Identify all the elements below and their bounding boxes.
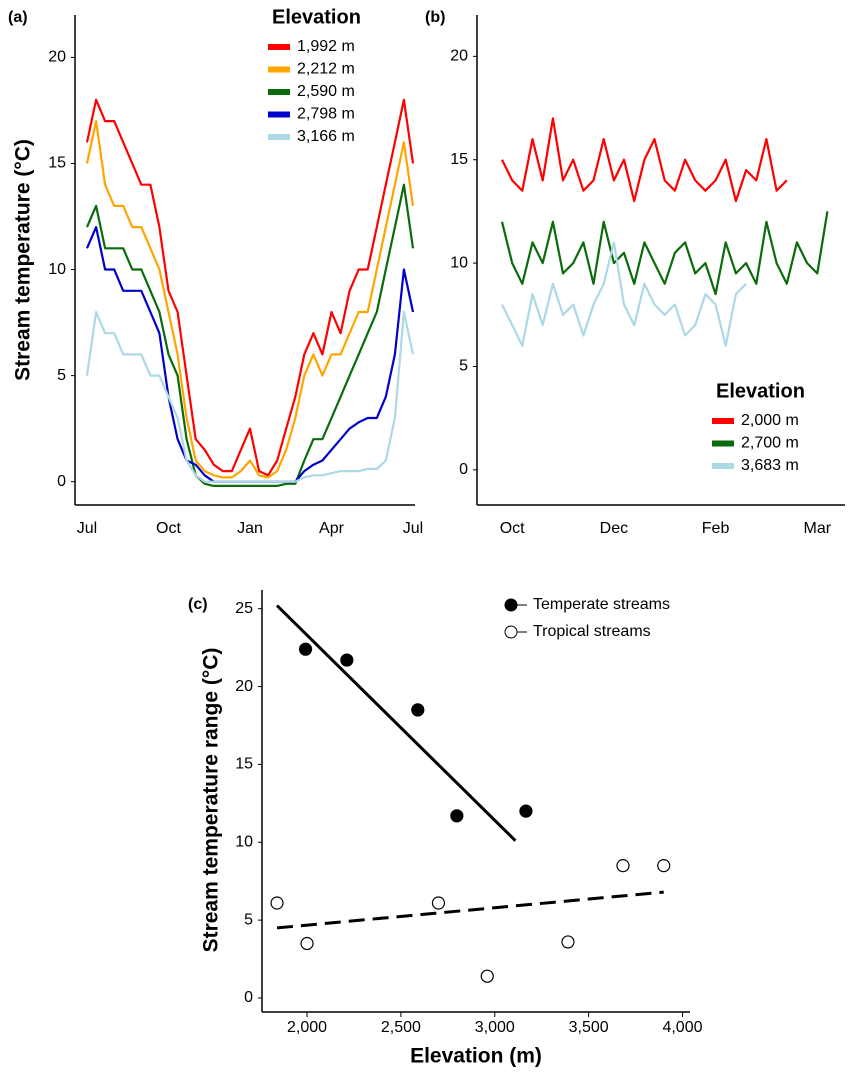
- series-line: [501, 241, 747, 347]
- y-tick-label: 25: [235, 600, 253, 617]
- y-tick-label: 10: [235, 833, 253, 850]
- y-tick-label: 15: [450, 151, 468, 168]
- x-tick-label: 2,500: [381, 1019, 421, 1036]
- x-tick-label: 3,000: [475, 1019, 515, 1036]
- fit-line: [275, 604, 517, 842]
- series-line: [85, 310, 415, 483]
- series-line: [500, 211, 829, 296]
- scatter-point: [270, 896, 284, 910]
- panel-label: (c): [188, 596, 208, 613]
- legend-label: 2,590 m: [297, 83, 355, 100]
- scatter-point: [519, 804, 533, 818]
- legend-title: Elevation: [272, 6, 361, 28]
- y-tick-label: 15: [48, 155, 66, 172]
- legend-label: 2,212 m: [297, 61, 355, 78]
- x-tick-label: Oct: [500, 520, 525, 537]
- y-tick-label: 20: [48, 49, 66, 66]
- legend-label: 2,798 m: [297, 106, 355, 123]
- series-line: [85, 120, 415, 479]
- y-tick-label: 0: [244, 989, 253, 1006]
- x-tick-label: 4,000: [662, 1019, 702, 1036]
- scatter-point: [480, 969, 494, 983]
- x-tick-label: Jan: [237, 520, 263, 537]
- legend-marker: [504, 598, 518, 612]
- legend-label: 2,700 m: [741, 435, 799, 452]
- x-tick-label: Feb: [702, 520, 730, 537]
- y-tick-label: 10: [450, 254, 468, 271]
- legend-label: 3,166 m: [297, 128, 355, 145]
- panel-label: (b): [425, 9, 445, 26]
- scatter-point: [298, 642, 313, 656]
- x-tick-label: Mar: [803, 520, 831, 537]
- y-tick-label: 5: [57, 367, 66, 384]
- y-tick-label: 15: [235, 756, 253, 773]
- x-tick-label: Jul: [403, 520, 423, 537]
- legend-label: 2,000 m: [741, 412, 799, 429]
- y-tick-label: 5: [244, 911, 253, 928]
- legend-marker: [504, 625, 518, 639]
- scatter-point: [616, 859, 630, 873]
- panel-label: (a): [8, 9, 28, 26]
- legend-label: Temperate streams: [533, 596, 670, 613]
- x-tick-label: Dec: [600, 520, 628, 537]
- x-axis-title: Elevation (m): [410, 1045, 542, 1068]
- scatter-point: [450, 809, 464, 823]
- scatter-point: [561, 935, 575, 949]
- scatter-point: [340, 653, 354, 667]
- series-line: [501, 117, 788, 203]
- fit-line: [276, 890, 664, 930]
- scatter-point: [657, 859, 671, 873]
- x-tick-label: Apr: [319, 520, 345, 537]
- scatter-point: [411, 703, 425, 717]
- legend-label: 3,683 m: [741, 457, 799, 474]
- y-tick-label: 20: [235, 678, 253, 695]
- series-line: [85, 98, 415, 477]
- x-tick-label: Oct: [156, 520, 181, 537]
- y-tick-label: 10: [48, 261, 66, 278]
- x-tick-label: 2,000: [287, 1019, 327, 1036]
- legend-label: 1,992 m: [297, 38, 355, 55]
- legend-title: Elevation: [716, 380, 805, 402]
- y-tick-label: 20: [450, 48, 468, 65]
- y-axis-title: Stream temperature (°C): [12, 139, 35, 381]
- x-tick-label: Jul: [77, 520, 97, 537]
- y-tick-label: 0: [459, 461, 468, 478]
- x-tick-label: 3,500: [569, 1019, 609, 1036]
- scatter-point: [300, 936, 314, 951]
- series-line: [85, 183, 415, 487]
- y-tick-label: 0: [57, 473, 66, 490]
- legend-label: Tropical streams: [533, 623, 651, 640]
- scatter-point: [431, 896, 446, 910]
- y-tick-label: 5: [459, 358, 468, 375]
- y-axis-title: Stream temperature range (°C): [200, 648, 223, 953]
